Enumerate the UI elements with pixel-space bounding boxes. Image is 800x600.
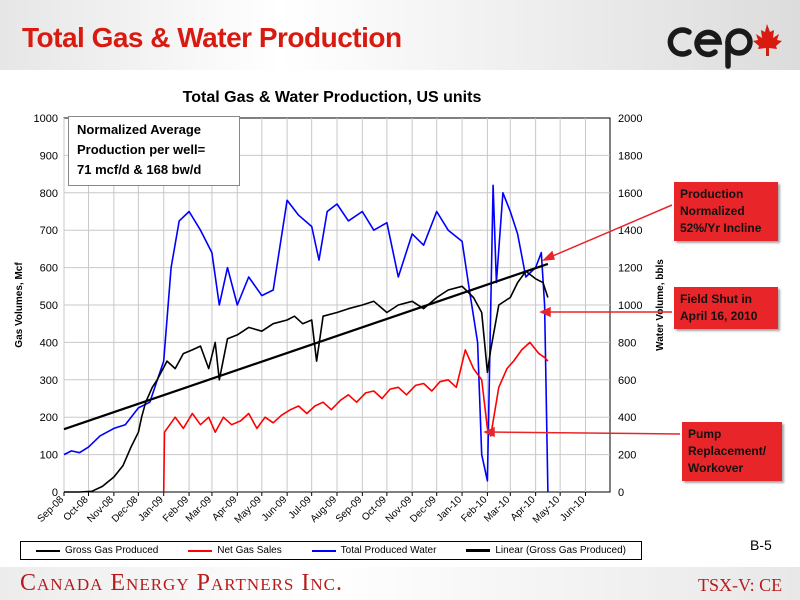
series-line-linear (63, 262, 549, 431)
y-left-tick-label: 900 (40, 150, 58, 162)
chart-legend: Gross Gas Produced Net Gas Sales Total P… (20, 541, 642, 560)
x-tick-label: Mar-10 (482, 494, 512, 524)
cep-logo (655, 10, 790, 77)
y-left-tick-label: 400 (40, 337, 58, 349)
y-left-tick-label: 300 (40, 375, 58, 387)
y-left-tick-label: 200 (40, 412, 58, 424)
x-tick-label: May-10 (531, 494, 563, 526)
y-axis-right-ticks: 0 200 400 600 800 1000 1200 1400 1600 1800 2000 (618, 113, 642, 499)
series-line-gross (64, 270, 549, 493)
legend-item-water: Total Produced Water (311, 545, 437, 556)
legend-swatch-gross (35, 549, 60, 552)
callout-normalized-line-3: 52%/Yr Incline (680, 221, 762, 235)
y-right-tick-label: 1800 (618, 150, 642, 162)
header-band (0, 0, 800, 70)
note-line-2: Production per well= (77, 142, 206, 157)
y-right-tick-label: 2000 (618, 113, 642, 125)
y-left-tick-label: 500 (40, 300, 58, 312)
y-right-tick-label: 1000 (618, 300, 642, 312)
x-tick-label: Nov-08 (85, 494, 116, 525)
slide-number: B-5 (750, 537, 772, 553)
x-axis-ticks: Sep-08Oct-08Nov-08Dec-08Jan-09Feb-09Mar-… (36, 492, 588, 526)
x-tick-label: May-09 (233, 494, 265, 526)
y-right-tick-label: 1400 (618, 225, 642, 237)
y-axis-right-label: Water Volume, bbls (655, 259, 666, 351)
callout-shutin-line-2: April 16, 2010 (680, 309, 758, 323)
x-tick-label: Jan-10 (435, 494, 465, 524)
maple-leaf-icon (753, 24, 782, 56)
callout-normalized-line-1: Production (680, 187, 744, 201)
x-tick-label: Aug-09 (309, 494, 340, 525)
legend-item-linear: Linear (Gross Gas Produced) (466, 545, 626, 556)
legend-label-linear: Linear (Gross Gas Produced) (495, 545, 626, 556)
y-left-tick-label: 600 (40, 263, 58, 275)
slide-title: Total Gas & Water Production (22, 22, 402, 53)
x-tick-label: Jun-09 (260, 494, 290, 524)
note-line-3: 71 mcf/d & 168 bw/d (77, 162, 202, 177)
x-tick-label: Jun-10 (558, 494, 588, 524)
legend-swatch-net (188, 549, 213, 552)
y-axis-left-ticks: 0 100 200 300 400 500 600 700 800 900 1000 (34, 113, 58, 499)
callout-arrows (483, 204, 681, 438)
y-right-tick-label: 800 (618, 337, 636, 349)
x-tick-label: Sep-09 (334, 494, 365, 525)
y-left-tick-label: 800 (40, 188, 58, 200)
y-left-tick-label: 100 (40, 450, 58, 462)
chart-title: Total Gas & Water Production, US units (183, 89, 482, 106)
x-tick-label: Jan-09 (136, 494, 166, 524)
callout-shutin-line-1: Field Shut in (680, 292, 752, 306)
y-right-tick-label: 600 (618, 375, 636, 387)
legend-label-net: Net Gas Sales (217, 545, 282, 556)
normalized-average-note: Normalized Average Production per well= … (68, 116, 240, 186)
cep-logo-letters (667, 27, 753, 69)
legend-swatch-linear (466, 549, 491, 552)
ticker-symbol: TSX-V: CE (698, 575, 783, 595)
y-right-tick-label: 200 (618, 450, 636, 462)
callout-production-normalized: Production Normalized 52%/Yr Incline (674, 182, 778, 241)
y-left-tick-label: 700 (40, 225, 58, 237)
arrow-pump-head (483, 426, 495, 438)
y-left-tick-label: 0 (52, 487, 58, 499)
y-left-tick-label: 1000 (34, 113, 58, 125)
x-tick-label: Dec-09 (408, 494, 439, 525)
legend-item-net: Net Gas Sales (188, 545, 282, 556)
footer-band (0, 567, 800, 600)
callout-pump-line-3: Workover (688, 461, 744, 475)
arrow-normalized-head (541, 250, 555, 261)
callout-pump-replacement: Pump Replacement/ Workover (682, 422, 782, 481)
y-right-tick-label: 0 (618, 487, 624, 499)
legend-label-gross: Gross Gas Produced (64, 545, 159, 556)
callout-normalized-line-2: Normalized (680, 204, 745, 218)
callout-pump-line-1: Pump (688, 427, 722, 441)
legend-swatch-water (311, 549, 336, 552)
arrow-pump (489, 431, 681, 435)
callout-field-shut-in: Field Shut in April 16, 2010 (674, 287, 778, 329)
series-line-water (63, 184, 549, 493)
x-tick-label: Nov-09 (384, 494, 415, 525)
y-right-tick-label: 400 (618, 412, 636, 424)
legend-label-water: Total Produced Water (340, 545, 437, 556)
y-right-tick-label: 1200 (618, 263, 642, 275)
arrow-normalized (547, 204, 673, 259)
company-name: Canada Energy Partners Inc. (20, 570, 343, 596)
y-axis-left-label: Gas Volumes, Mcf (14, 262, 25, 348)
legend-item-gross: Gross Gas Produced (35, 545, 159, 556)
x-tick-label: Dec-08 (110, 494, 141, 525)
x-tick-label: Mar-09 (184, 494, 214, 524)
callout-pump-line-2: Replacement/ (688, 444, 767, 458)
arrow-shutin-head (539, 306, 551, 318)
y-right-tick-label: 1600 (618, 188, 642, 200)
note-line-1: Normalized Average (77, 122, 202, 137)
